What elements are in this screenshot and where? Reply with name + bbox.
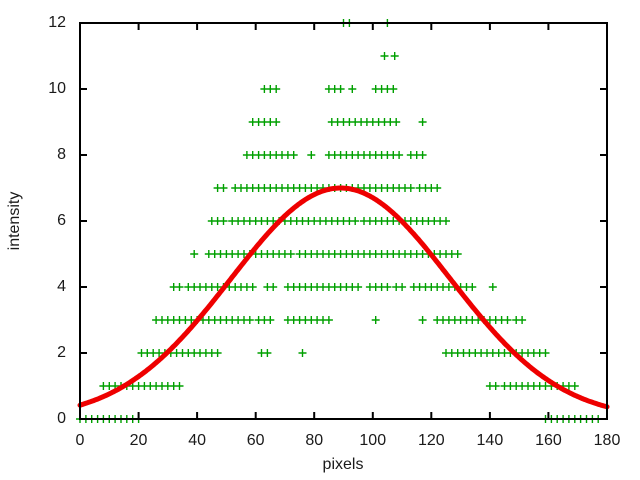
x-tick-label: 180 <box>593 432 621 449</box>
axis-ticks <box>79 22 608 420</box>
scatter-row-y8 <box>242 151 427 159</box>
scatter-row-y9 <box>248 118 427 126</box>
scatter-row-y4 <box>169 283 497 291</box>
scatter-row-y3 <box>152 316 527 324</box>
y-tick-label: 2 <box>57 344 66 361</box>
y-tick-label: 8 <box>57 146 66 163</box>
scatter-row-y11 <box>380 52 399 60</box>
x-tick-label: 120 <box>417 432 445 449</box>
scatter-row-y6 <box>207 217 450 225</box>
x-tick-label: 80 <box>305 432 324 449</box>
x-tick-label: 0 <box>75 432 85 449</box>
scatter-row-y5 <box>190 250 462 258</box>
x-tick-label: 100 <box>359 432 387 449</box>
y-tick-label: 12 <box>48 14 66 31</box>
x-tick-label: 20 <box>129 432 148 449</box>
scatter-row-y2 <box>137 349 550 357</box>
x-tick-label: 60 <box>246 432 265 449</box>
x-tick-label: 40 <box>188 432 206 449</box>
y-tick-label: 6 <box>57 212 66 229</box>
y-tick-label: 0 <box>57 410 66 427</box>
y-tick-label: 4 <box>57 278 66 295</box>
y-tick-label: 10 <box>48 80 66 97</box>
x-tick-label: 140 <box>476 432 504 449</box>
x-axis-label: pixels <box>322 456 364 473</box>
fit-curve <box>77 185 610 410</box>
scatter-row-y1 <box>99 382 579 390</box>
scatter-row-y10 <box>260 85 398 93</box>
x-tick-label: 160 <box>535 432 562 449</box>
